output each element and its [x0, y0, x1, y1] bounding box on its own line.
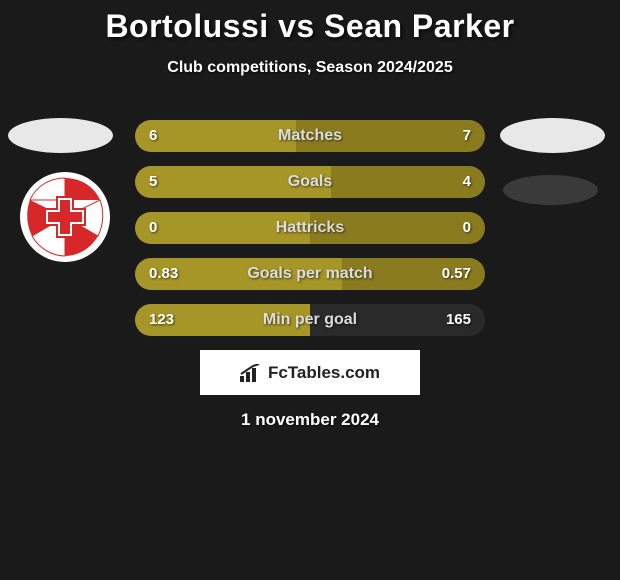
stat-label: Goals per match [135, 258, 485, 290]
stats-panel: 67Matches 54Goals 00Hattricks 0.830.57Goals… [135, 120, 485, 350]
stat-row: 54Goals [135, 166, 485, 198]
stat-label: Goals [135, 166, 485, 198]
stat-row: 0.830.57Goals per match [135, 258, 485, 290]
stat-row: 00Hattricks [135, 212, 485, 244]
player-left-badge-placeholder [8, 118, 113, 153]
chart-icon [240, 364, 262, 382]
stat-row: 123165Min per goal [135, 304, 485, 336]
date-label: 1 november 2024 [0, 410, 620, 430]
stat-label: Matches [135, 120, 485, 152]
attribution-text: FcTables.com [268, 363, 380, 383]
player-right-badge-placeholder [500, 118, 605, 153]
attribution-badge: FcTables.com [200, 350, 420, 395]
page-title: Bortolussi vs Sean Parker [0, 0, 620, 45]
stat-label: Hattricks [135, 212, 485, 244]
stat-label: Min per goal [135, 304, 485, 336]
club-logo [20, 172, 110, 262]
player-right-badge2-placeholder [503, 175, 598, 205]
subtitle: Club competitions, Season 2024/2025 [0, 59, 620, 77]
stat-row: 67Matches [135, 120, 485, 152]
